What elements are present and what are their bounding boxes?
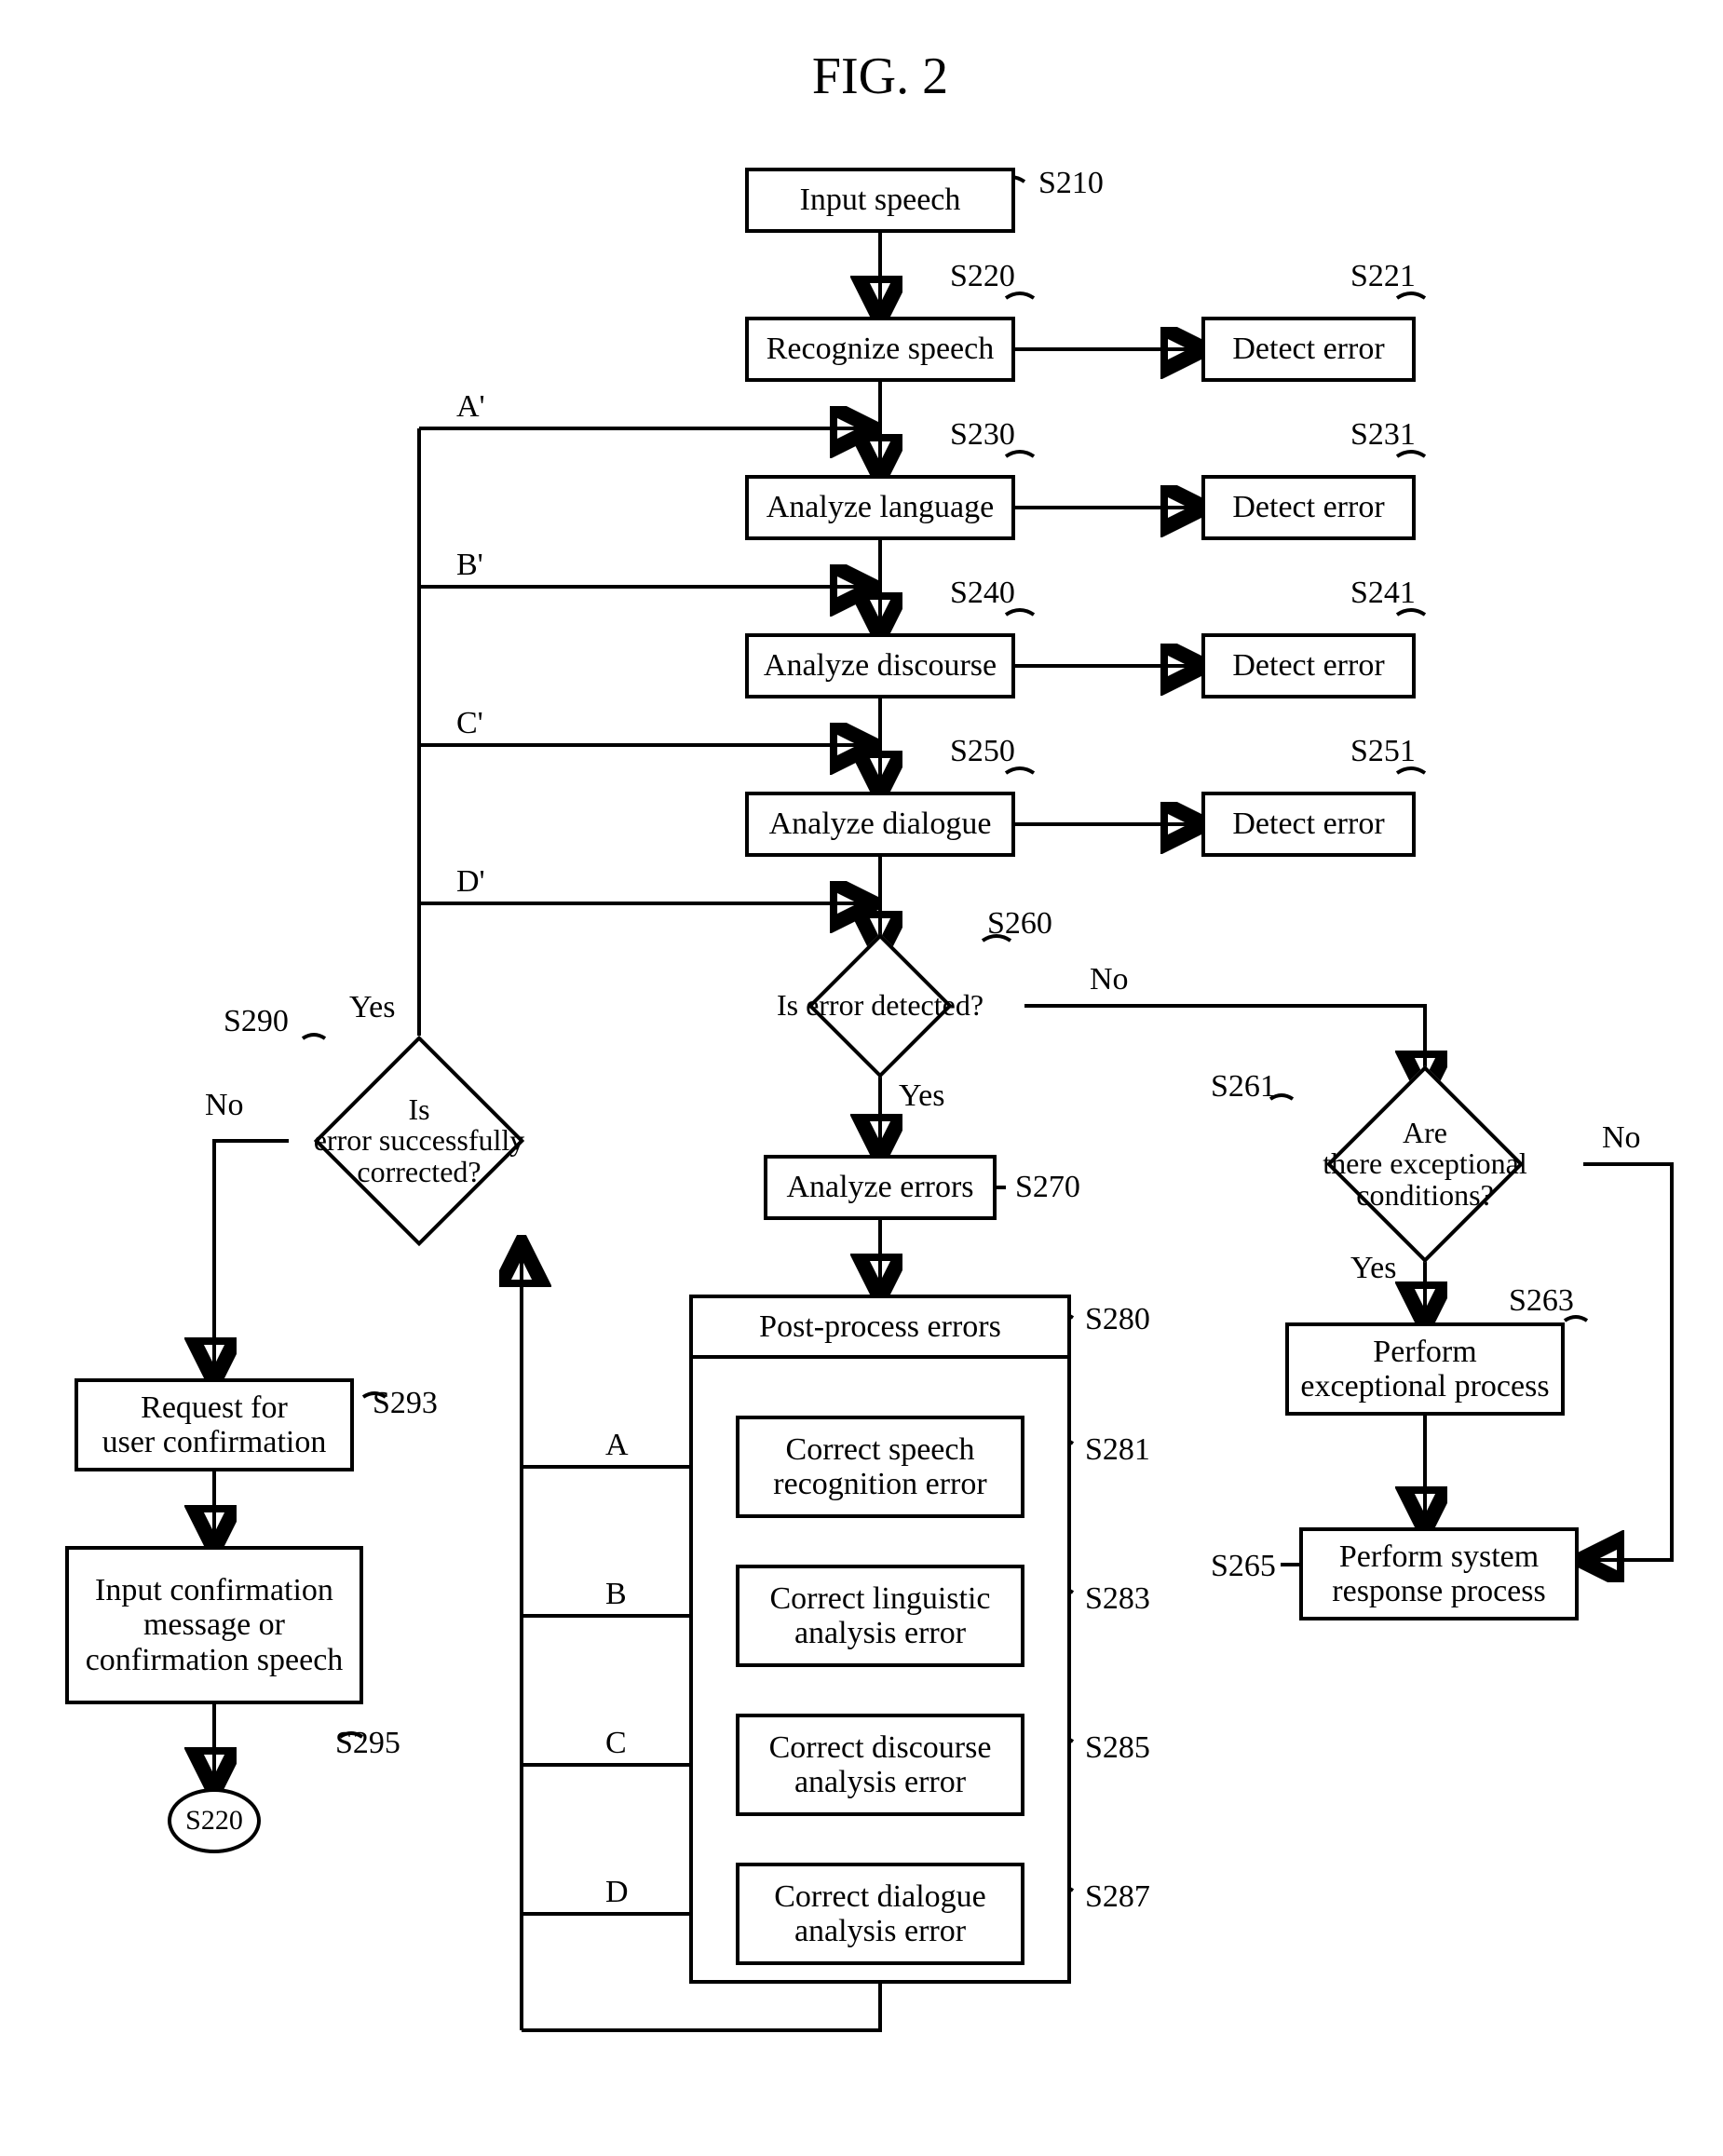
node-correct-discourse: Correct discourse analysis error	[736, 1714, 1024, 1816]
edge-label-no: No	[1090, 964, 1129, 996]
tag-s285: S285	[1085, 1732, 1150, 1764]
tag-s265: S265	[1211, 1551, 1276, 1582]
edge-label-bprime: B'	[456, 549, 483, 581]
node-detect-error-2: Detect error	[1201, 475, 1416, 540]
tag-s287: S287	[1085, 1881, 1150, 1913]
node-label: Analyze discourse	[764, 648, 997, 683]
tag-s230: S230	[950, 419, 1015, 451]
tag-s260: S260	[987, 908, 1052, 940]
decision-error-detected	[807, 933, 953, 1078]
node-label: Input confirmation message or confirmati…	[86, 1573, 344, 1677]
node-label: Analyze dialogue	[769, 807, 992, 841]
edge-label-yes: Yes	[1350, 1253, 1396, 1284]
tag-s231: S231	[1350, 419, 1416, 451]
node-input-speech: Input speech	[745, 168, 1015, 233]
edge-label-yes: Yes	[349, 992, 395, 1024]
tag-s283: S283	[1085, 1583, 1150, 1615]
tag-s210: S210	[1038, 168, 1104, 199]
node-recognize-speech: Recognize speech	[745, 317, 1015, 382]
tag-s263: S263	[1509, 1285, 1574, 1317]
tag-s221: S221	[1350, 261, 1416, 292]
decision-corrected	[314, 1036, 524, 1246]
tag-s251: S251	[1350, 736, 1416, 767]
group-title: Post-process errors	[693, 1298, 1067, 1359]
node-label: Correct speech recognition error	[773, 1432, 986, 1502]
edge-label-no: No	[1602, 1122, 1641, 1154]
tag-s280: S280	[1085, 1304, 1150, 1336]
tag-s295: S295	[335, 1728, 400, 1759]
edge-label-cprime: C'	[456, 708, 483, 739]
node-label: Correct dialogue analysis error	[774, 1879, 986, 1949]
node-label: Request for user confirmation	[102, 1390, 327, 1460]
connector-label: S220	[185, 1805, 243, 1837]
node-exceptional-process: Perform exceptional process	[1285, 1322, 1565, 1416]
node-input-confirmation: Input confirmation message or confirmati…	[65, 1546, 363, 1704]
edge-label-d: D	[605, 1877, 629, 1908]
node-label: Detect error	[1232, 332, 1384, 366]
node-system-response: Perform system response process	[1299, 1527, 1579, 1620]
tag-s270: S270	[1015, 1172, 1080, 1203]
node-detect-error-1: Detect error	[1201, 317, 1416, 382]
connector-s220: S220	[168, 1788, 261, 1853]
edge-label-aprime: A'	[456, 391, 485, 423]
node-analyze-language: Analyze language	[745, 475, 1015, 540]
node-label: Detect error	[1232, 490, 1384, 524]
node-request-confirmation: Request for user confirmation	[75, 1378, 354, 1471]
node-analyze-errors: Analyze errors	[764, 1155, 997, 1220]
node-label: Perform system response process	[1332, 1539, 1545, 1609]
figure-title: FIG. 2	[19, 47, 1723, 106]
tag-s220: S220	[950, 261, 1015, 292]
edge-label-yes: Yes	[899, 1080, 944, 1112]
decision-exceptional	[1326, 1065, 1524, 1263]
node-correct-linguistic: Correct linguistic analysis error	[736, 1565, 1024, 1667]
node-label: Detect error	[1232, 807, 1384, 841]
edge-label-c: C	[605, 1728, 627, 1759]
node-detect-error-3: Detect error	[1201, 633, 1416, 698]
node-label: Analyze language	[767, 490, 995, 524]
node-label: Correct discourse analysis error	[769, 1730, 992, 1800]
tag-s261: S261	[1211, 1071, 1276, 1103]
edge-label-no: No	[205, 1090, 244, 1121]
edge-label-dprime: D'	[456, 866, 485, 898]
tag-s241: S241	[1350, 577, 1416, 609]
tag-s293: S293	[373, 1388, 438, 1419]
tag-s281: S281	[1085, 1434, 1150, 1466]
node-label: Recognize speech	[767, 332, 995, 366]
edge-label-a: A	[605, 1430, 629, 1461]
edge-label-b: B	[605, 1579, 627, 1610]
node-correct-dialogue: Correct dialogue analysis error	[736, 1863, 1024, 1965]
node-label: Correct linguistic analysis error	[769, 1581, 990, 1651]
tag-s290: S290	[224, 1006, 289, 1037]
node-label: Analyze errors	[786, 1170, 973, 1204]
flowchart-canvas: FIG. 2	[19, 19, 1723, 2137]
node-correct-speech: Correct speech recognition error	[736, 1416, 1024, 1518]
node-analyze-discourse: Analyze discourse	[745, 633, 1015, 698]
tag-s250: S250	[950, 736, 1015, 767]
tag-s240: S240	[950, 577, 1015, 609]
node-label: Perform exceptional process	[1300, 1335, 1549, 1404]
node-label: Input speech	[800, 183, 961, 217]
node-analyze-dialogue: Analyze dialogue	[745, 792, 1015, 857]
node-detect-error-4: Detect error	[1201, 792, 1416, 857]
node-label: Detect error	[1232, 648, 1384, 683]
